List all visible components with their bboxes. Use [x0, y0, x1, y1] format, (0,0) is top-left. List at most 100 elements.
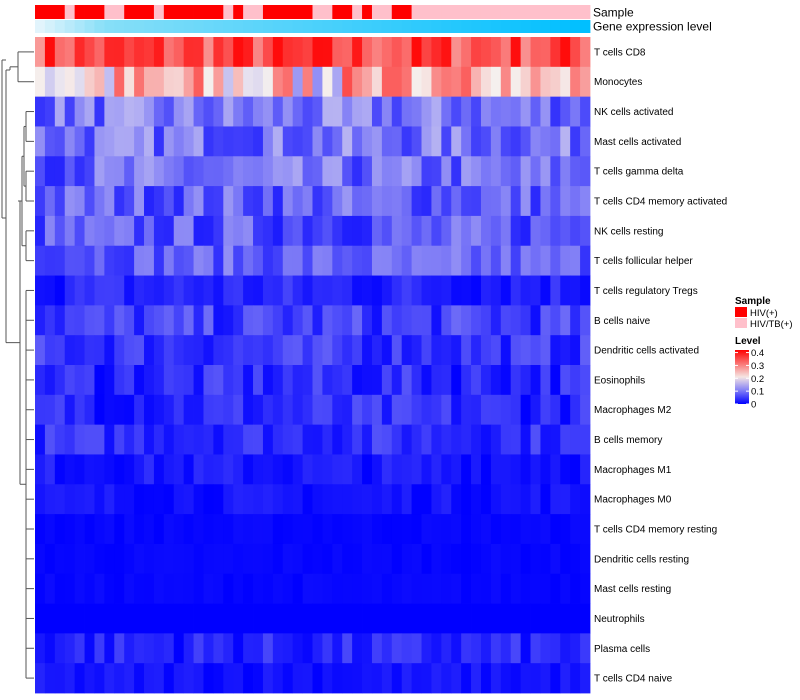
- heatmap-cell-r9-c20: [233, 305, 244, 336]
- heatmap-cell-r5-c7: [104, 186, 115, 217]
- heatmap-cell-r16-c28: [312, 514, 323, 545]
- heatmap-cell-r0-c47: [500, 37, 512, 68]
- heatmap-cell-r10-c5: [84, 335, 95, 366]
- heatmap-cell-r0-c38: [411, 37, 422, 68]
- heatmap-cell-r9-c23: [262, 305, 274, 336]
- heatmap-cell-r7-c43: [461, 245, 472, 276]
- heatmap-cell-r10-c21: [243, 335, 254, 366]
- heatmap-cell-r5-c30: [332, 186, 343, 217]
- heatmap-cell-r14-c8: [114, 454, 125, 485]
- heatmap-cell-r21-c41: [441, 663, 452, 694]
- heatmap-cell-r21-c46: [490, 663, 502, 694]
- heatmap-cell-r8-c44: [471, 275, 482, 306]
- heatmap-cell-r5-c18: [213, 186, 224, 217]
- heatmap-cell-r8-c14: [173, 275, 185, 306]
- heatmap-cell-r3-c6: [94, 126, 105, 157]
- heatmap-cell-r21-c27: [302, 663, 313, 694]
- heatmap-cell-r17-c18: [213, 543, 224, 575]
- heatmap-cell-r6-c4: [74, 215, 85, 247]
- heatmap-cell-r14-c42: [451, 454, 462, 485]
- heatmap-cell-r13-c25: [282, 424, 294, 455]
- heatmap-cell-r10-c25: [282, 335, 294, 366]
- heatmap-cell-r12-c21: [243, 394, 254, 426]
- heatmap-cell-r13-c8: [114, 424, 125, 455]
- heatmap-cell-r4-c13: [163, 156, 175, 187]
- row-label-18: Mast cells resting: [594, 584, 671, 595]
- heatmap-cell-r6-c42: [451, 215, 462, 247]
- expression-cell-34: [371, 20, 383, 33]
- heatmap-cell-r6-c27: [302, 215, 313, 247]
- heatmap-cell-r17-c37: [401, 543, 413, 575]
- heatmap-cell-r8-c26: [292, 275, 303, 306]
- heatmap-cell-r2-c13: [163, 96, 175, 127]
- heatmap-cell-r8-c6: [94, 275, 105, 306]
- heatmap-cell-r15-c22: [253, 484, 264, 515]
- heatmap-cell-r9-c45: [480, 305, 492, 336]
- heatmap-cell-r5-c36: [391, 186, 403, 217]
- heatmap-cell-r1-c30: [332, 66, 343, 98]
- heatmap-cell-r10-c29: [322, 335, 333, 366]
- heatmap-cell-r11-c34: [371, 365, 383, 396]
- heatmap-cell-r16-c48: [510, 514, 522, 545]
- heatmap-cell-r15-c45: [480, 484, 492, 515]
- heatmap-cell-r1-c10: [134, 66, 145, 98]
- heatmap-cell-r0-c30: [332, 37, 343, 68]
- heatmap-cell-r16-c39: [421, 514, 432, 545]
- heatmap-cell-r0-c2: [54, 37, 66, 68]
- heatmap-cell-r7-c27: [302, 245, 313, 276]
- heatmap-cell-r15-c26: [292, 484, 303, 515]
- sample-cell-42: [451, 5, 462, 19]
- heatmap-cell-r11-c25: [282, 365, 294, 396]
- heatmap-cell-r4-c21: [243, 156, 254, 187]
- expression-cell-44: [471, 20, 482, 33]
- heatmap-cell-r19-c17: [203, 603, 214, 634]
- heatmap-cell-r13-c29: [322, 424, 333, 455]
- sample-annotation-track: [35, 5, 591, 19]
- heatmap-cell-r5-c37: [401, 186, 413, 217]
- heatmap-cell-r21-c20: [233, 663, 244, 694]
- heatmap-cell-r10-c16: [193, 335, 204, 366]
- heatmap-cell-r7-c23: [262, 245, 274, 276]
- heatmap-cell-r8-c41: [441, 275, 452, 306]
- heatmap-cell-r19-c55: [580, 603, 591, 634]
- heatmap-cell-r8-c2: [54, 275, 66, 306]
- heatmap-cell-r12-c51: [540, 394, 551, 426]
- heatmap-cell-r2-c43: [461, 96, 472, 127]
- heatmap-cell-r15-c23: [262, 484, 274, 515]
- heatmap-cell-r12-c0: [35, 394, 46, 426]
- heatmap-cell-r18-c13: [163, 573, 175, 604]
- heatmap-cell-r3-c36: [391, 126, 403, 157]
- heatmap-cell-r21-c4: [74, 663, 85, 694]
- heatmap-cell-r20-c36: [391, 633, 403, 664]
- heatmap-cell-r12-c8: [114, 394, 125, 426]
- heatmap-cell-r5-c38: [411, 186, 422, 217]
- sample-cell-46: [490, 5, 502, 19]
- heatmap-cell-r18-c20: [233, 573, 244, 604]
- row-label-2: NK cells activated: [594, 107, 673, 118]
- heatmap-cell-r9-c17: [203, 305, 214, 336]
- heatmap-cell-r17-c14: [173, 543, 185, 575]
- heatmap-cell-r12-c43: [461, 394, 472, 426]
- heatmap-cell-r18-c25: [282, 573, 294, 604]
- heatmap-cell-r13-c4: [74, 424, 85, 455]
- heatmap-cell-r17-c19: [223, 543, 234, 575]
- heatmap-cell-r0-c3: [64, 37, 76, 68]
- heatmap-cell-r3-c4: [74, 126, 85, 157]
- heatmap-cell-r0-c9: [124, 37, 135, 68]
- heatmap-cell-r9-c14: [173, 305, 185, 336]
- heatmap-cell-r2-c14: [173, 96, 185, 127]
- heatmap-cell-r14-c46: [490, 454, 502, 485]
- heatmap-cell-r16-c6: [94, 514, 105, 545]
- heatmap-cell-r21-c21: [243, 663, 254, 694]
- heatmap-cell-r20-c40: [431, 633, 442, 664]
- heatmap-cell-r19-c20: [233, 603, 244, 634]
- heatmap-cell-r2-c4: [74, 96, 85, 127]
- heatmap-cell-r8-c7: [104, 275, 115, 306]
- heatmap-cell-r16-c1: [44, 514, 56, 545]
- heatmap-cell-r12-c11: [144, 394, 155, 426]
- heatmap-cell-r0-c51: [540, 37, 551, 68]
- heatmap-cell-r14-c18: [213, 454, 224, 485]
- heatmap-cell-r8-c49: [520, 275, 531, 306]
- heatmap-cell-r4-c46: [490, 156, 502, 187]
- heatmap-cell-r14-c16: [193, 454, 204, 485]
